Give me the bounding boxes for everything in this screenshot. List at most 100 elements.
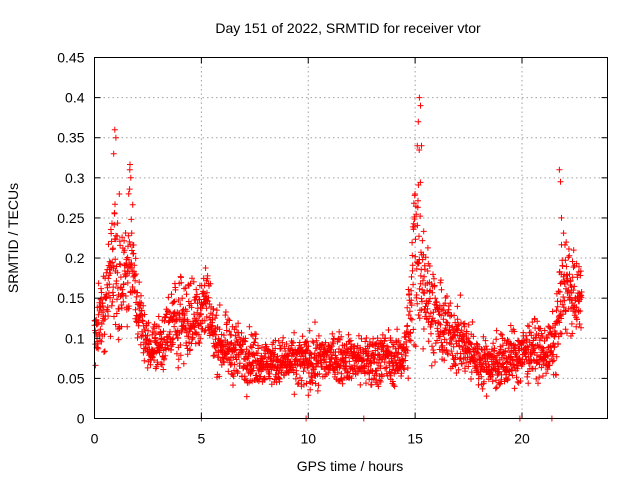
data-point — [171, 323, 178, 330]
data-point — [427, 310, 434, 317]
data-point — [368, 360, 375, 367]
data-point — [185, 333, 192, 340]
data-point — [544, 353, 551, 360]
data-point — [151, 357, 157, 364]
data-point — [463, 359, 470, 366]
data-point — [113, 310, 120, 317]
data-point — [110, 292, 117, 299]
data-point — [234, 368, 241, 375]
data-point — [499, 331, 505, 338]
data-point — [149, 331, 156, 338]
data-point — [201, 290, 207, 297]
data-point — [170, 299, 177, 306]
data-point — [115, 306, 122, 312]
data-point — [567, 294, 574, 301]
data-point — [470, 333, 477, 340]
data-point — [127, 174, 134, 181]
data-point — [123, 272, 129, 279]
data-point — [394, 326, 401, 333]
data-point — [493, 384, 500, 391]
data-point — [555, 340, 562, 347]
data-point — [277, 345, 284, 352]
data-point — [407, 315, 414, 322]
y-tick-label: 0.05 — [57, 370, 84, 386]
data-point — [417, 179, 424, 186]
data-point — [238, 347, 245, 354]
data-point — [558, 315, 565, 322]
data-point — [136, 299, 143, 306]
data-point — [132, 271, 139, 277]
data-point — [377, 363, 384, 369]
data-point — [549, 358, 556, 365]
data-point — [266, 375, 273, 382]
data-point — [514, 365, 521, 372]
data-point — [164, 342, 171, 349]
data-point — [181, 316, 188, 323]
data-point — [222, 309, 229, 315]
y-tick-label: 0 — [77, 411, 85, 427]
data-point — [179, 295, 186, 302]
data-point — [118, 323, 125, 330]
data-point — [468, 369, 475, 376]
data-point — [104, 284, 111, 291]
data-point — [574, 316, 580, 323]
data-point — [557, 178, 564, 185]
data-point — [416, 233, 422, 240]
data-point — [135, 319, 142, 326]
data-point — [560, 304, 567, 311]
data-point — [424, 268, 431, 274]
data-point — [389, 378, 396, 385]
data-point — [391, 383, 398, 390]
data-point — [478, 373, 485, 380]
y-tick-label: 0.15 — [57, 290, 84, 306]
data-point — [501, 378, 508, 385]
data-point — [508, 353, 515, 360]
data-point — [209, 322, 216, 329]
data-point — [141, 311, 148, 318]
data-point — [116, 191, 123, 197]
data-point — [313, 345, 320, 352]
data-point — [440, 316, 447, 323]
data-point — [437, 333, 444, 340]
data-point — [231, 361, 238, 368]
data-point — [416, 147, 423, 153]
data-point — [553, 307, 560, 314]
data-point — [448, 348, 455, 355]
data-point — [576, 321, 583, 327]
data-point — [197, 320, 204, 327]
data-point — [434, 337, 441, 344]
data-point — [420, 345, 427, 352]
data-point — [261, 376, 268, 383]
data-point — [276, 376, 283, 382]
data-point — [578, 324, 584, 331]
data-point — [428, 362, 435, 369]
data-point — [556, 166, 563, 173]
data-point — [510, 361, 517, 368]
data-point — [160, 328, 167, 335]
data-point — [497, 343, 504, 350]
data-point — [387, 372, 394, 379]
data-point — [204, 297, 211, 304]
data-point — [97, 326, 104, 333]
data-point — [420, 228, 427, 235]
data-point — [248, 368, 255, 375]
data-point — [462, 368, 469, 375]
data-point — [216, 326, 223, 333]
data-point — [188, 300, 194, 307]
data-point — [505, 345, 512, 352]
data-point — [437, 277, 444, 284]
data-point — [525, 354, 532, 360]
data-point — [437, 279, 444, 286]
scatter-points — [91, 94, 585, 422]
data-point — [550, 340, 557, 347]
data-point — [552, 322, 559, 329]
data-point — [406, 337, 413, 344]
data-point — [451, 329, 458, 336]
data-point — [388, 369, 394, 376]
data-point — [566, 252, 573, 259]
data-point — [299, 333, 306, 340]
data-point — [130, 250, 137, 257]
data-point — [539, 373, 546, 379]
data-point — [132, 315, 139, 322]
